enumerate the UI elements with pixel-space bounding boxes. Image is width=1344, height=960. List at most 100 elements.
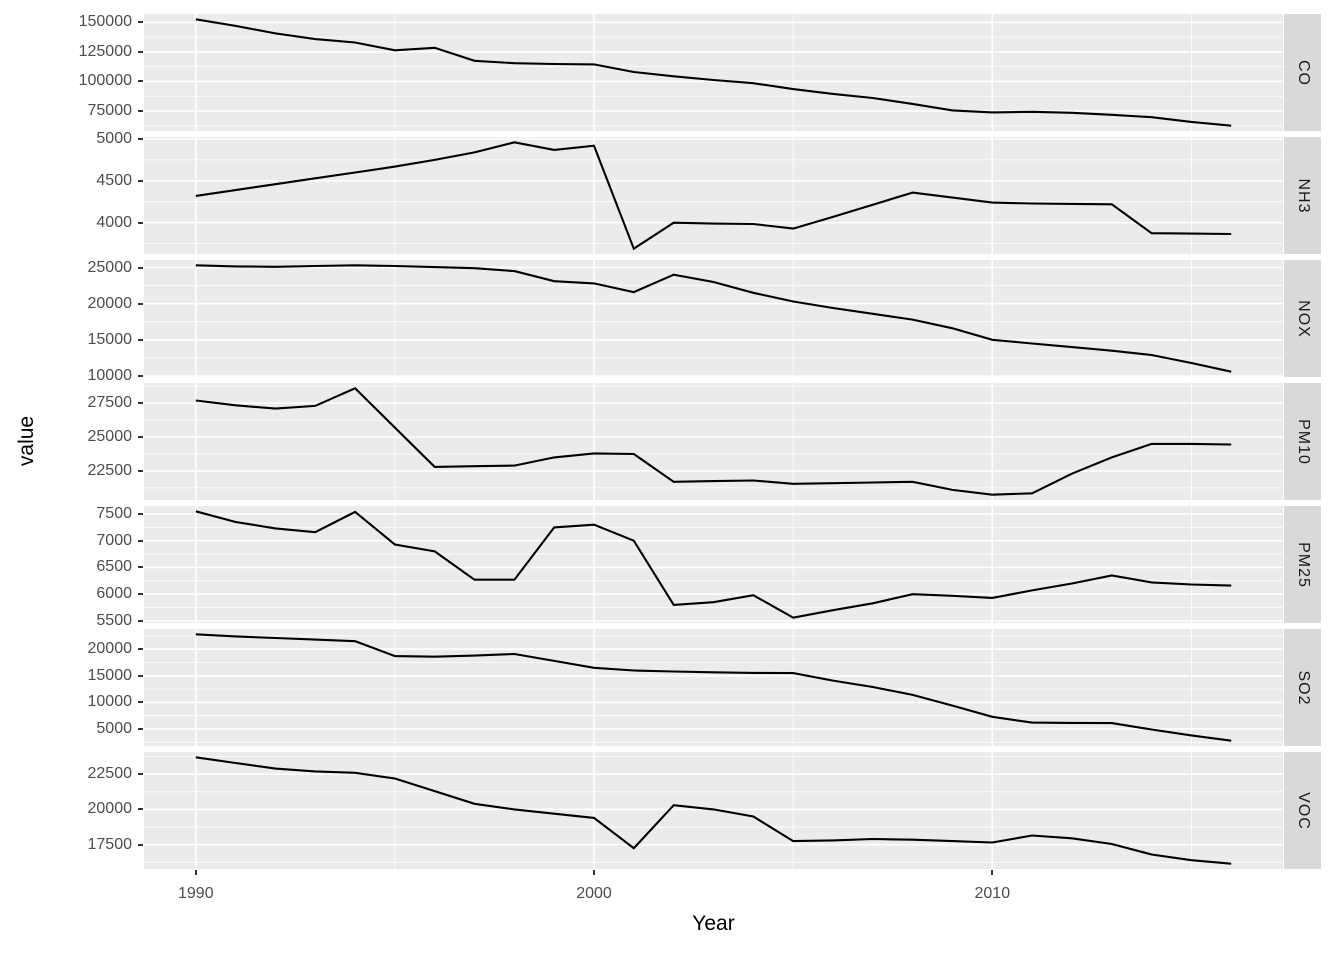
ytick-mark (138, 302, 143, 305)
ytick-mark (138, 701, 143, 704)
xtick-mark (593, 870, 595, 875)
ytick-mark (138, 221, 143, 224)
ytick-label-pm25: 5500 (96, 611, 132, 629)
strip-label-so2: SO2 (1294, 669, 1312, 706)
facet-row-nh3: 4000 4500 5000 NH3 (0, 130, 1344, 254)
ytick-label-voc: 17500 (87, 835, 133, 853)
ytick-label-co: 150000 (78, 13, 132, 31)
series-line-co (195, 18, 1232, 127)
ytick-label-nh3: 4000 (96, 213, 132, 231)
ytick-label-pm25: 6500 (96, 558, 132, 576)
ytick-label-co: 125000 (78, 42, 132, 60)
ytick-label-nox: 15000 (87, 330, 133, 348)
panel-nh3 (144, 137, 1283, 254)
ytick-mark (138, 375, 143, 377)
ytick-label-so2: 15000 (87, 666, 133, 684)
strip-nh3: NH3 (1284, 137, 1321, 254)
ytick-label-so2: 10000 (87, 693, 133, 711)
facet-row-co: 75000 100000 125000 150000 CO (0, 13, 1344, 131)
facet-row-pm10: 22500 25000 27500 PM10 (0, 383, 1344, 500)
panel-co (144, 14, 1283, 131)
ytick-label-nh3: 5000 (96, 130, 132, 147)
facet-row-voc: 17500 20000 22500 VOC (0, 752, 1344, 869)
facet-row-so2: 5000 10000 15000 20000 SO2 (0, 629, 1344, 746)
ytick-label-so2: 5000 (96, 720, 132, 737)
panel-canvas-pm25 (144, 506, 1283, 623)
strip-label-nh3: NH3 (1294, 177, 1312, 214)
ytick-mark (138, 402, 143, 405)
ytick-label-pm25: 6000 (96, 585, 132, 603)
ytick-mark (138, 808, 143, 811)
ytick-label-nh3: 4500 (96, 171, 132, 189)
ytick-label-so2: 20000 (87, 640, 133, 658)
series-line-nox (195, 264, 1232, 373)
ytick-label-voc: 22500 (87, 765, 133, 783)
ytick-label-pm10: 22500 (87, 462, 133, 479)
ytick-mark (138, 674, 143, 677)
series-line-voc (195, 756, 1232, 865)
series-line-nh3 (195, 141, 1232, 251)
ytick-mark (138, 436, 143, 439)
ytick-label-co: 75000 (87, 102, 133, 119)
xtick-mark (991, 870, 994, 875)
ytick-mark (138, 470, 143, 472)
panel-voc (144, 752, 1283, 869)
ytick-label-nox: 10000 (87, 367, 133, 384)
panel-so2 (144, 629, 1283, 746)
ytick-mark (138, 566, 143, 569)
ytick-mark (138, 338, 143, 341)
strip-label-pm25: PM25 (1294, 541, 1312, 588)
series-line-pm10 (195, 387, 1232, 496)
ytick-mark (138, 593, 143, 596)
strip-pm10: PM10 (1284, 383, 1321, 500)
strip-co: CO (1284, 14, 1321, 131)
strip-pm25: PM25 (1284, 506, 1321, 623)
ytick-mark (138, 619, 143, 622)
facet-row-pm25: 5500 6000 6500 7000 7500 PM25 (0, 505, 1344, 629)
strip-label-voc: VOC (1294, 791, 1312, 830)
ytick-label-pm25: 7000 (96, 531, 132, 549)
series-line-so2 (195, 633, 1232, 742)
ytick-label-nox: 20000 (87, 294, 133, 312)
ytick-mark (138, 539, 143, 542)
x-axis-title: Year (692, 912, 735, 935)
ytick-mark (138, 773, 143, 776)
ytick-label-voc: 20000 (87, 800, 133, 818)
panel-pm25 (144, 506, 1283, 623)
panel-canvas-voc (144, 752, 1283, 869)
ytick-label-pm10: 27500 (87, 394, 133, 412)
panel-canvas-pm10 (144, 383, 1283, 500)
facet-row-nox: 10000 15000 20000 25000 NOX (0, 258, 1344, 384)
panel-canvas-so2 (144, 629, 1283, 746)
panel-canvas-nox (144, 260, 1283, 377)
ytick-mark (138, 138, 143, 140)
ytick-label-pm10: 25000 (87, 428, 133, 446)
ytick-mark (138, 50, 143, 53)
xtick-mark (194, 870, 197, 875)
ytick-label-pm25: 7500 (96, 505, 132, 522)
ytick-mark (138, 179, 143, 182)
xtick-label: 2000 (576, 885, 612, 902)
ytick-mark (138, 843, 143, 846)
strip-so2: SO2 (1284, 629, 1321, 746)
panel-canvas-nh3 (144, 137, 1283, 254)
xtick-label: 1990 (178, 885, 214, 902)
strip-voc: VOC (1284, 752, 1321, 869)
ytick-mark (138, 21, 143, 24)
ytick-mark (138, 266, 143, 269)
ytick-mark (138, 728, 143, 730)
panel-nox (144, 260, 1283, 377)
panel-pm10 (144, 383, 1283, 500)
xtick-label: 2010 (974, 885, 1011, 902)
strip-label-nox: NOX (1294, 299, 1312, 338)
ytick-mark (138, 80, 143, 83)
ytick-mark (138, 513, 143, 515)
strip-label-co: CO (1294, 59, 1312, 86)
strip-label-pm10: PM10 (1294, 418, 1312, 465)
panel-canvas-co (144, 14, 1283, 131)
ytick-mark (138, 648, 143, 651)
strip-nox: NOX (1284, 260, 1321, 377)
ytick-label-nox: 25000 (87, 258, 133, 276)
ytick-mark (138, 110, 143, 112)
